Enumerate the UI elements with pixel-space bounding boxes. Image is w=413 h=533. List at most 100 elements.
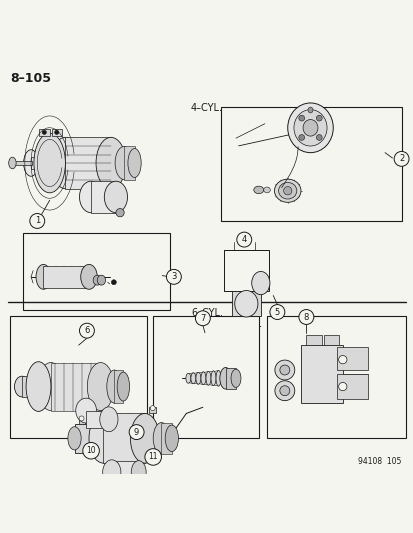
Bar: [65, 138, 111, 189]
Ellipse shape: [195, 373, 200, 384]
Ellipse shape: [287, 103, 332, 152]
Text: 11: 11: [148, 453, 157, 462]
Circle shape: [269, 304, 284, 319]
Bar: [112, 461, 138, 484]
Ellipse shape: [251, 271, 269, 295]
Ellipse shape: [150, 406, 155, 410]
Circle shape: [393, 151, 408, 166]
Bar: [223, 250, 230, 292]
Ellipse shape: [274, 360, 294, 380]
Ellipse shape: [38, 154, 49, 172]
Bar: [124, 147, 134, 180]
Bar: [336, 374, 367, 399]
Circle shape: [298, 310, 313, 325]
Ellipse shape: [76, 398, 96, 423]
Ellipse shape: [130, 414, 159, 463]
Bar: [31, 157, 43, 169]
Ellipse shape: [302, 119, 317, 136]
Ellipse shape: [111, 280, 116, 285]
Bar: [336, 347, 367, 370]
Bar: [149, 407, 156, 414]
Ellipse shape: [219, 368, 231, 389]
Text: 4: 4: [241, 235, 246, 244]
Bar: [153, 316, 258, 438]
Ellipse shape: [104, 181, 127, 213]
Ellipse shape: [42, 130, 46, 134]
Ellipse shape: [117, 372, 129, 401]
Ellipse shape: [115, 147, 133, 180]
Ellipse shape: [185, 373, 190, 383]
Bar: [305, 335, 321, 345]
Circle shape: [195, 311, 210, 326]
Bar: [259, 250, 267, 292]
Bar: [12, 160, 32, 165]
Ellipse shape: [36, 264, 51, 289]
Bar: [301, 345, 342, 403]
Ellipse shape: [128, 149, 141, 177]
Ellipse shape: [263, 187, 270, 193]
Ellipse shape: [279, 386, 289, 395]
Bar: [231, 292, 260, 316]
Ellipse shape: [38, 362, 64, 410]
Text: 2: 2: [398, 155, 403, 163]
Circle shape: [236, 232, 251, 247]
Bar: [51, 362, 100, 410]
Ellipse shape: [14, 376, 29, 397]
Ellipse shape: [298, 134, 304, 140]
Ellipse shape: [96, 138, 126, 189]
Ellipse shape: [79, 181, 102, 213]
Bar: [52, 128, 62, 136]
Circle shape: [129, 425, 144, 440]
Ellipse shape: [79, 416, 84, 421]
Text: 9: 9: [134, 427, 139, 437]
Ellipse shape: [24, 150, 38, 176]
Ellipse shape: [107, 370, 121, 403]
Bar: [266, 316, 405, 438]
Ellipse shape: [93, 275, 101, 285]
Ellipse shape: [206, 372, 211, 385]
Ellipse shape: [279, 365, 289, 375]
Bar: [114, 370, 123, 403]
Ellipse shape: [153, 423, 169, 454]
Circle shape: [83, 442, 99, 459]
Ellipse shape: [100, 407, 118, 432]
Bar: [22, 376, 36, 397]
Bar: [323, 335, 338, 345]
Ellipse shape: [131, 461, 146, 484]
Ellipse shape: [55, 130, 59, 134]
Bar: [232, 250, 240, 292]
Ellipse shape: [97, 275, 105, 285]
Circle shape: [166, 269, 181, 284]
Bar: [10, 316, 147, 438]
Text: 10: 10: [86, 446, 96, 455]
Ellipse shape: [89, 414, 118, 463]
Ellipse shape: [338, 382, 346, 391]
Ellipse shape: [216, 370, 221, 386]
Circle shape: [30, 214, 45, 229]
Ellipse shape: [116, 208, 124, 217]
Ellipse shape: [274, 381, 294, 401]
Ellipse shape: [230, 369, 240, 387]
Text: 4–CYL.: 4–CYL.: [190, 103, 223, 113]
Ellipse shape: [316, 134, 321, 140]
Bar: [43, 265, 89, 288]
Ellipse shape: [165, 425, 178, 451]
Ellipse shape: [9, 157, 16, 169]
Ellipse shape: [298, 115, 304, 121]
Circle shape: [79, 323, 94, 338]
Bar: [221, 107, 401, 221]
Text: 8–105: 8–105: [10, 72, 51, 85]
Text: 7: 7: [200, 314, 205, 323]
Bar: [91, 181, 116, 213]
Ellipse shape: [211, 371, 216, 385]
Ellipse shape: [307, 107, 312, 113]
Bar: [223, 250, 268, 292]
Ellipse shape: [81, 264, 97, 289]
Bar: [241, 250, 249, 292]
Ellipse shape: [190, 373, 195, 384]
Bar: [74, 424, 103, 453]
Ellipse shape: [293, 110, 326, 146]
Ellipse shape: [274, 179, 300, 203]
Text: 94108  105: 94108 105: [357, 457, 401, 466]
Bar: [103, 414, 145, 463]
